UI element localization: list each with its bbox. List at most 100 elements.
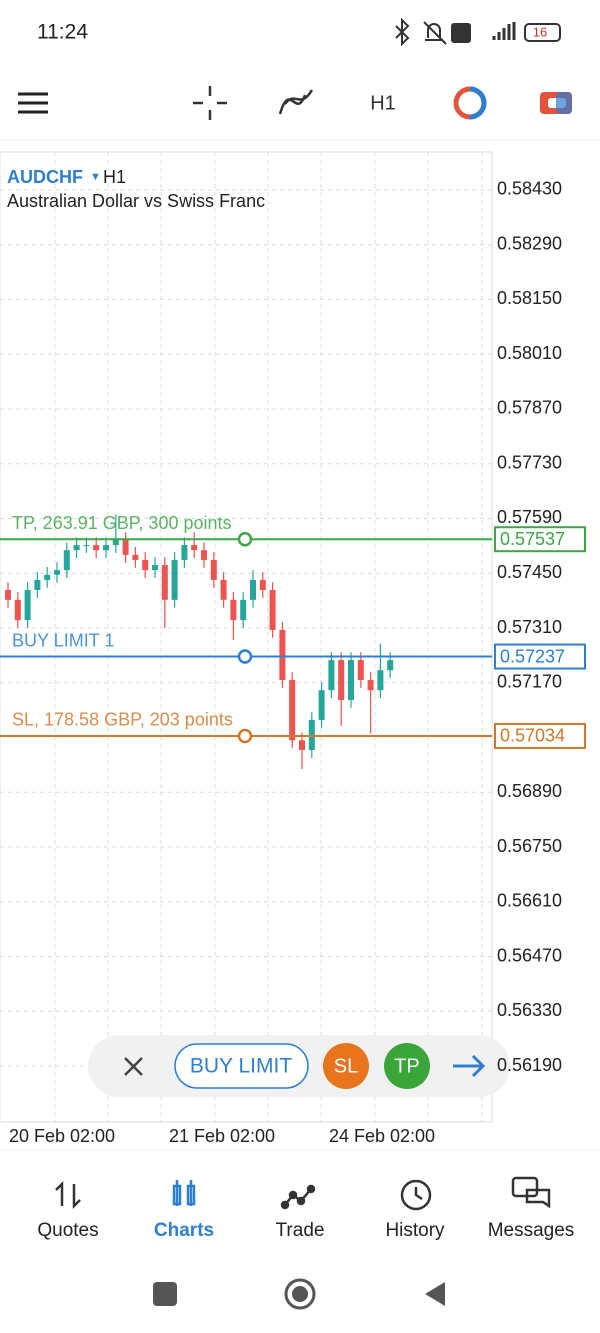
candle-body <box>220 579 227 600</box>
candle-body <box>250 579 256 600</box>
candle-body <box>54 570 60 575</box>
timeframe-button[interactable]: H1 <box>370 92 396 114</box>
close-button[interactable] <box>124 1057 143 1076</box>
level-price-box <box>494 526 586 553</box>
y-tick-label: 0.57730 <box>497 452 562 472</box>
order-type[interactable]: BUY LIMIT <box>190 1055 292 1078</box>
candle-body <box>73 545 80 551</box>
symbol[interactable]: AUDCHF <box>7 167 83 187</box>
level-handle[interactable] <box>237 649 253 664</box>
y-tick-label: 0.56330 <box>497 1000 562 1020</box>
x-tick-label: 20 Feb 02:00 <box>9 1126 115 1146</box>
tp-button[interactable] <box>384 1043 430 1089</box>
candle-body <box>181 545 188 560</box>
next-button[interactable] <box>453 1054 486 1078</box>
trade-bar: BUY LIMIT SL TP <box>88 1035 510 1097</box>
symbol-description: Australian Dollar vs Swiss Franc <box>7 191 265 211</box>
candle-body <box>171 559 178 600</box>
nav-label[interactable]: History <box>385 1220 445 1241</box>
y-tick-label: 0.56750 <box>497 836 562 856</box>
order-pill[interactable] <box>174 1043 309 1089</box>
candle-body <box>269 590 276 630</box>
candle-body <box>112 540 119 546</box>
level-handle[interactable] <box>237 531 253 547</box>
candle-body <box>44 574 51 580</box>
home-button-dot <box>292 1286 308 1302</box>
objects-button[interactable] <box>453 86 487 120</box>
level-handle[interactable] <box>237 728 253 744</box>
candle-body <box>367 680 374 691</box>
candle-body <box>259 579 266 591</box>
sl-button[interactable] <box>323 1043 369 1089</box>
candle-body <box>122 540 129 555</box>
candle-body <box>142 559 149 571</box>
candle-body <box>240 599 247 621</box>
level-label: SL, 178.58 GBP, 203 points <box>12 710 233 730</box>
battery-level: 16 <box>533 24 547 39</box>
menu-button[interactable] <box>18 92 48 114</box>
nav-icons <box>55 1176 551 1211</box>
level-label: TP, 263.91 GBP, 300 points <box>12 513 232 533</box>
level-price: 0.57034 <box>500 726 565 746</box>
chart-frame <box>0 151 493 1123</box>
y-tick-label: 0.56610 <box>497 891 562 911</box>
candle-body <box>191 545 198 551</box>
x-tick-label: 24 Feb 02:00 <box>329 1126 435 1146</box>
candle-body <box>210 559 217 580</box>
level-price-box <box>494 722 586 749</box>
candle-body <box>357 660 364 681</box>
candle-body <box>24 590 31 621</box>
level-price: 0.57237 <box>500 646 565 666</box>
candle-body <box>34 579 41 591</box>
candle-body <box>377 670 384 691</box>
home-button[interactable] <box>284 1278 316 1310</box>
recents-button[interactable] <box>153 1282 177 1306</box>
indicators-button[interactable] <box>278 89 314 115</box>
candle-body <box>328 660 335 691</box>
y-tick-label: 0.58290 <box>497 233 562 253</box>
candle-body <box>93 545 100 551</box>
candle-body <box>338 660 345 700</box>
candle-body <box>103 545 109 551</box>
y-tick-label: 0.57170 <box>497 672 562 692</box>
candle-body <box>83 545 90 547</box>
candle-body <box>14 599 21 621</box>
candle-body <box>279 629 286 681</box>
candle-body <box>299 740 305 751</box>
chart-timeframe: H1 <box>103 167 126 187</box>
symbol-dropdown-caret: ▼ <box>90 171 101 183</box>
y-tick-label: 0.57450 <box>497 562 562 582</box>
nav-label[interactable]: Messages <box>488 1220 575 1241</box>
tp-label[interactable]: TP <box>394 1055 420 1077</box>
nav-label[interactable]: Charts <box>154 1220 214 1241</box>
y-tick-label: 0.57310 <box>497 617 562 637</box>
level-price: 0.57537 <box>500 529 565 549</box>
candle-body <box>132 554 139 560</box>
vertical-grid <box>54 152 483 1122</box>
candle-body <box>152 565 158 571</box>
level-label: BUY LIMIT 1 <box>12 630 114 650</box>
nav-label[interactable]: Trade <box>276 1220 325 1241</box>
y-tick-label: 0.56470 <box>497 945 562 965</box>
x-tick-label: 21 Feb 02:00 <box>169 1126 275 1146</box>
back-button[interactable] <box>425 1282 445 1306</box>
nav-label[interactable]: Quotes <box>37 1220 98 1241</box>
candle-body <box>348 660 354 700</box>
y-tick-label: 0.57590 <box>497 507 562 527</box>
status-time: 11:24 <box>37 21 88 44</box>
y-tick-label: 0.56190 <box>497 1055 562 1075</box>
candle-body <box>318 690 325 720</box>
candle-body <box>289 680 296 741</box>
candle-body <box>230 599 237 621</box>
candle-body <box>5 590 11 600</box>
y-tick-label: 0.57870 <box>497 398 562 418</box>
crosshair-button[interactable] <box>193 86 227 120</box>
candle-body <box>63 550 70 571</box>
sl-label[interactable]: SL <box>334 1055 358 1077</box>
y-tick-label: 0.56890 <box>497 781 562 801</box>
trade-button[interactable] <box>540 92 572 114</box>
chart[interactable] <box>0 151 493 1123</box>
candle-body <box>201 550 207 560</box>
y-tick-label: 0.58430 <box>497 179 562 199</box>
